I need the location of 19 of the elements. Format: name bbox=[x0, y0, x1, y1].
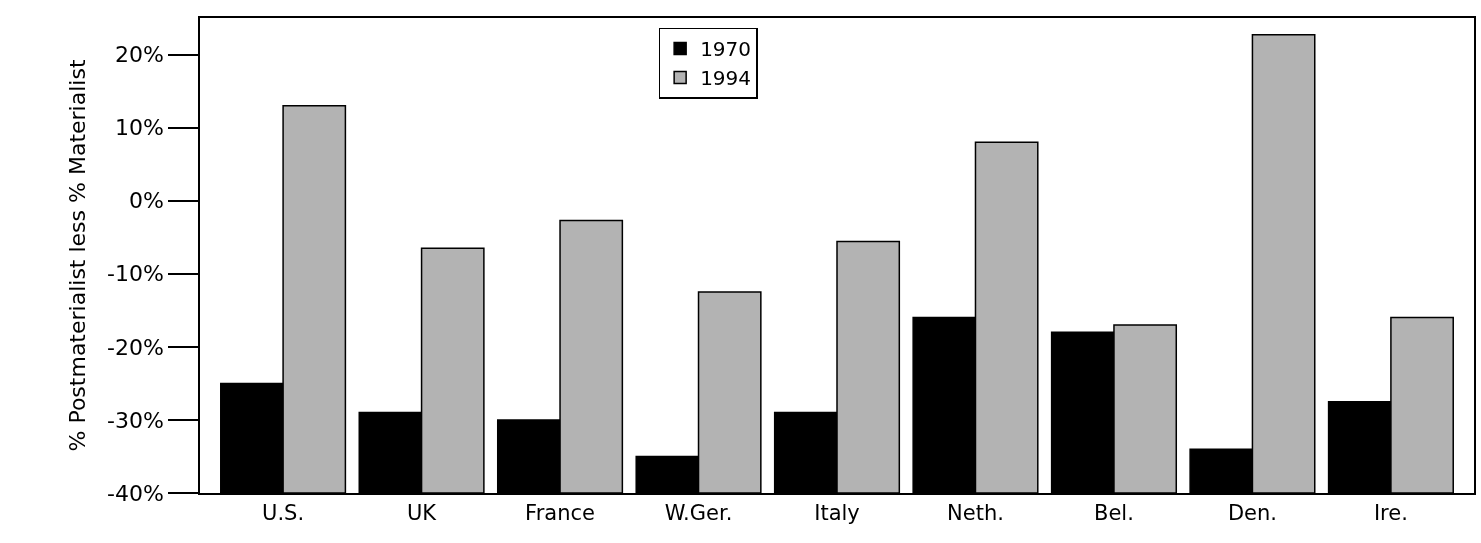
x-tick-label: Neth. bbox=[947, 500, 1004, 525]
y-tick-label: 10% bbox=[114, 115, 164, 141]
x-tick-label: Italy bbox=[814, 500, 860, 525]
x-tick-label: Ire. bbox=[1373, 500, 1408, 525]
y-tick-label: 0% bbox=[128, 188, 164, 214]
x-tick-label: U.S. bbox=[262, 500, 305, 525]
y-tick-label: -30% bbox=[107, 407, 164, 433]
x-tick-label: Bel. bbox=[1094, 500, 1134, 525]
x-tick-label: Den. bbox=[1227, 500, 1277, 525]
y-tick-label: 20% bbox=[114, 42, 164, 68]
x-tick-label: France bbox=[525, 500, 595, 525]
y-tick-label: -20% bbox=[107, 334, 164, 360]
y-tick-label: -10% bbox=[107, 261, 164, 287]
x-tick-label: W.Ger. bbox=[664, 500, 733, 525]
x-tick-label: UK bbox=[406, 500, 438, 525]
legend-label: 1994 bbox=[700, 66, 752, 91]
y-axis-title: % Postmaterialist less % Materialist bbox=[65, 59, 91, 452]
legend-label: 1970 bbox=[700, 37, 752, 62]
y-tick-label: -40% bbox=[107, 480, 164, 506]
